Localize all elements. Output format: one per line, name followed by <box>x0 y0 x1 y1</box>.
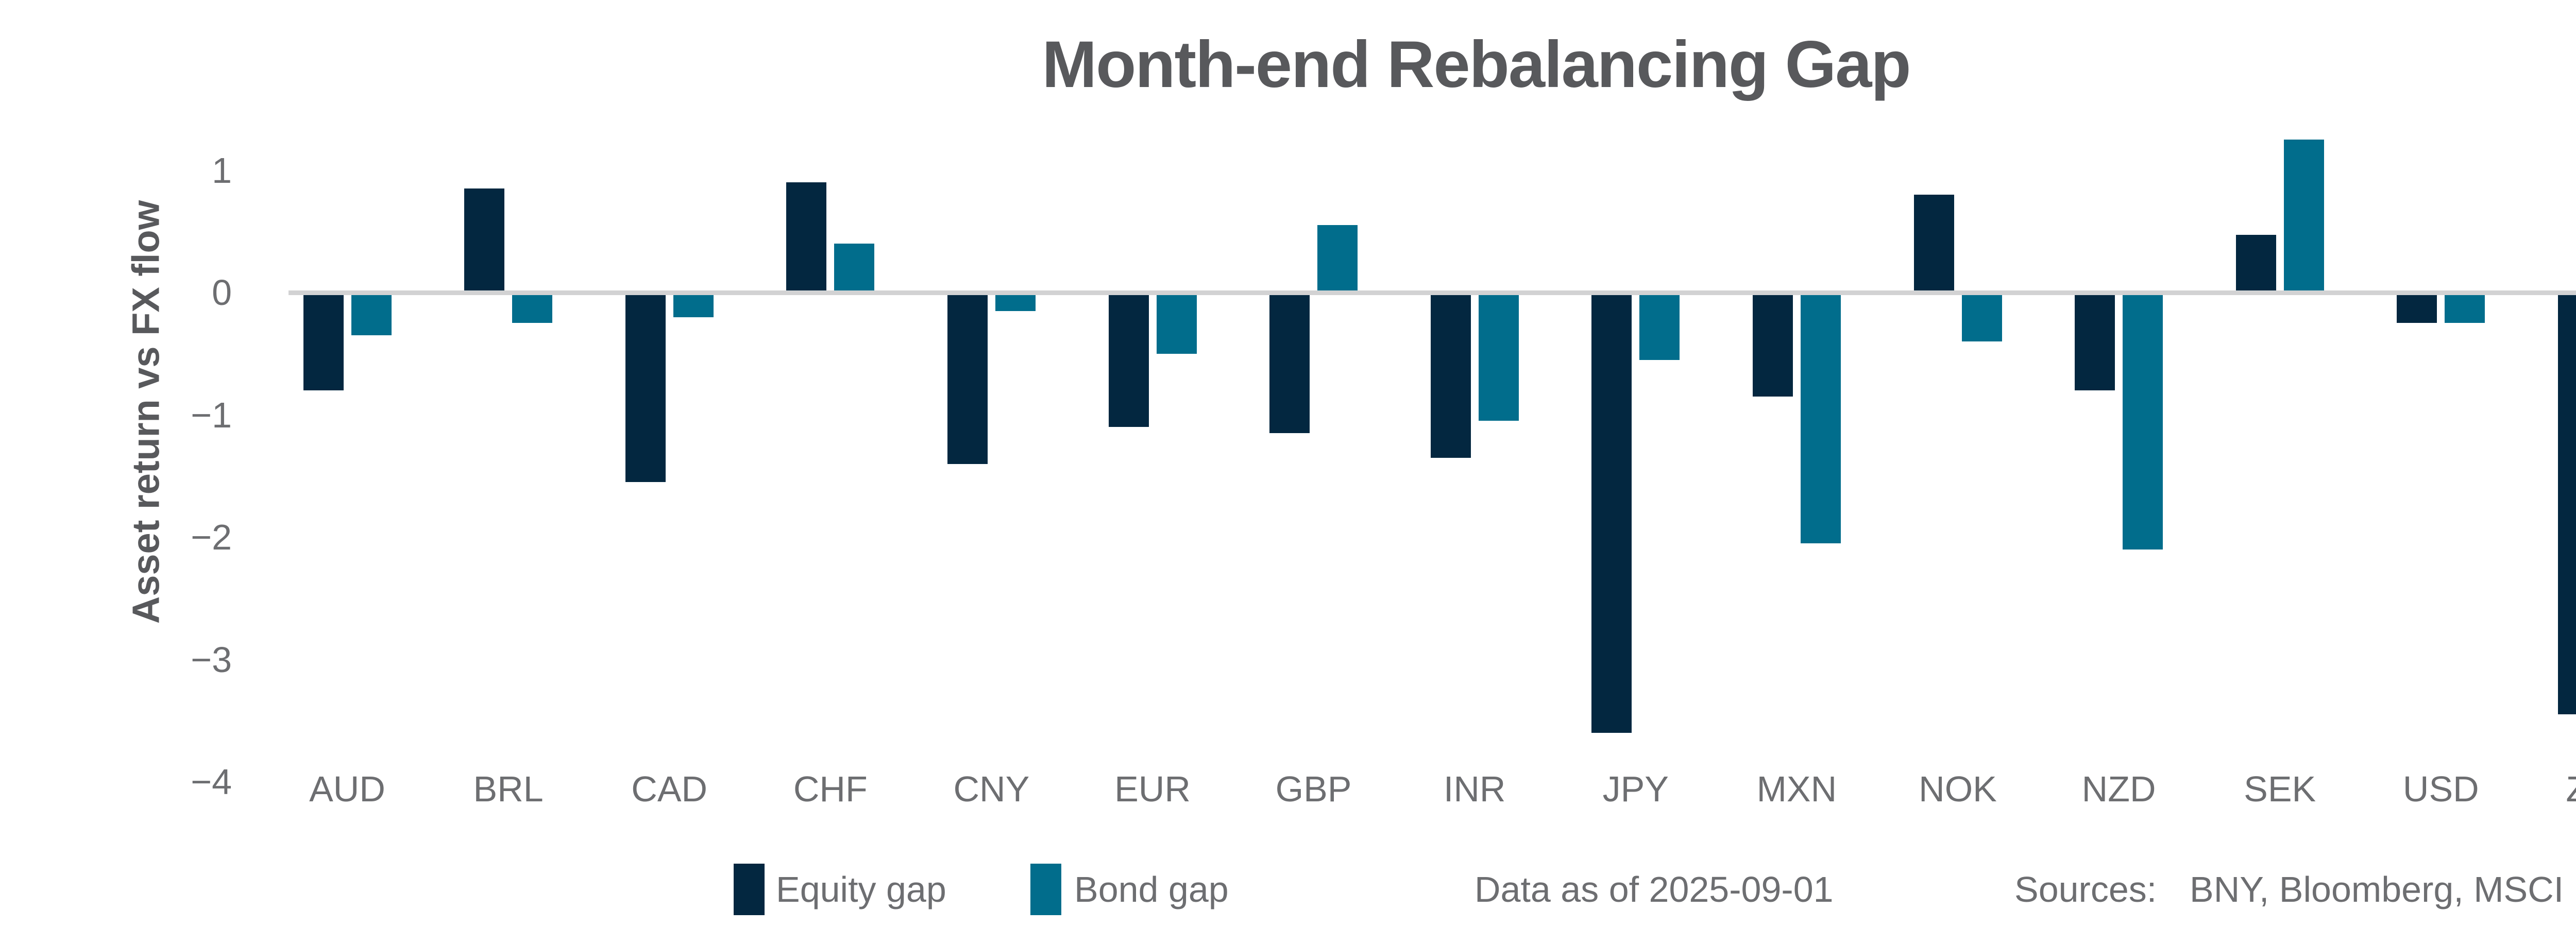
x-axis-label-nok: NOK <box>1919 769 1997 809</box>
x-axis-label-usd: USD <box>2402 769 2479 809</box>
bond-gap-bar-brl <box>512 293 553 323</box>
bond-gap-bar-nok <box>1961 293 2002 341</box>
bond-gap-bar-chf <box>834 244 875 293</box>
equity-gap-legend-label: Equity gap <box>776 869 946 909</box>
x-axis-label-nzd: NZD <box>2081 769 2156 809</box>
x-axis-label-mxn: MXN <box>1756 769 1837 809</box>
bond-gap-legend-label: Bond gap <box>1074 869 1229 909</box>
bond-gap-bar-mxn <box>1800 293 1841 543</box>
equity-gap-bar-usd <box>2397 293 2437 323</box>
x-axis-label-brl: BRL <box>473 769 544 809</box>
zero-gridline <box>289 290 2576 295</box>
bond-gap-bar-nzd <box>2123 293 2163 550</box>
equity-gap-bar-eur <box>1108 293 1149 427</box>
y-tick-label: −3 <box>191 639 232 680</box>
equity-gap-bar-aud <box>303 293 344 390</box>
equity-gap-bar-sek <box>2235 235 2276 293</box>
equity-gap-bar-inr <box>1430 293 1471 458</box>
x-axis-label-chf: CHF <box>793 769 868 809</box>
bond-gap-legend-swatch <box>1030 864 1061 915</box>
equity-gap-legend-swatch <box>734 864 765 915</box>
data-as-of-text: Data as of 2025-09-01 <box>1475 869 1834 909</box>
bond-gap-bar-inr <box>1478 293 1519 421</box>
equity-gap-bar-gbp <box>1269 293 1310 434</box>
x-axis-label-zar: ZAR <box>2519 763 2576 815</box>
equity-gap-bar-zar <box>2557 293 2576 715</box>
bond-gap-bar-jpy <box>1639 293 1680 360</box>
x-axis-label-cny: CNY <box>953 769 1030 809</box>
bond-gap-bar-gbp <box>1317 225 1358 293</box>
equity-gap-bar-chf <box>786 182 827 293</box>
y-tick-label: 0 <box>212 272 232 313</box>
bond-gap-bar-sek <box>2283 140 2324 293</box>
x-axis-label-gbp: GBP <box>1275 769 1352 809</box>
equity-gap-bar-nzd <box>2075 293 2115 390</box>
bond-gap-bar-cad <box>673 293 714 317</box>
chart-title: Month-end Rebalancing Gap <box>1042 28 1911 101</box>
bond-gap-bar-eur <box>1156 293 1197 354</box>
x-axis-label-inr: INR <box>1443 769 1506 809</box>
equity-gap-bar-jpy <box>1591 293 1632 733</box>
x-axis-label-cad: CAD <box>631 769 708 809</box>
x-axis-label-aud: AUD <box>309 769 385 809</box>
equity-gap-bar-cad <box>625 293 666 483</box>
sources-label: Sources: <box>2014 869 2157 909</box>
y-tick-label: 1 <box>212 150 232 191</box>
equity-gap-bar-mxn <box>1752 293 1793 397</box>
y-tick-label: −1 <box>191 394 232 435</box>
bond-gap-bar-cny <box>995 293 1036 311</box>
sources-value: BNY, Bloomberg, MSCI <box>2190 869 2564 909</box>
x-axis-label-eur: EUR <box>1114 769 1191 809</box>
equity-gap-bar-brl <box>464 188 505 293</box>
bond-gap-bar-usd <box>2445 293 2485 323</box>
y-tick-label: −2 <box>191 517 232 557</box>
bond-gap-bar-aud <box>351 293 392 336</box>
equity-gap-bar-nok <box>1913 195 1954 293</box>
equity-gap-bar-cny <box>947 293 988 464</box>
x-axis-label-sek: SEK <box>2244 769 2316 809</box>
x-axis-label-jpy: JPY <box>1602 769 1669 809</box>
legend-and-footer: Equity gap Bond gap Data as of 2025-09-0… <box>0 861 2576 918</box>
y-tick-label: −4 <box>191 762 232 802</box>
